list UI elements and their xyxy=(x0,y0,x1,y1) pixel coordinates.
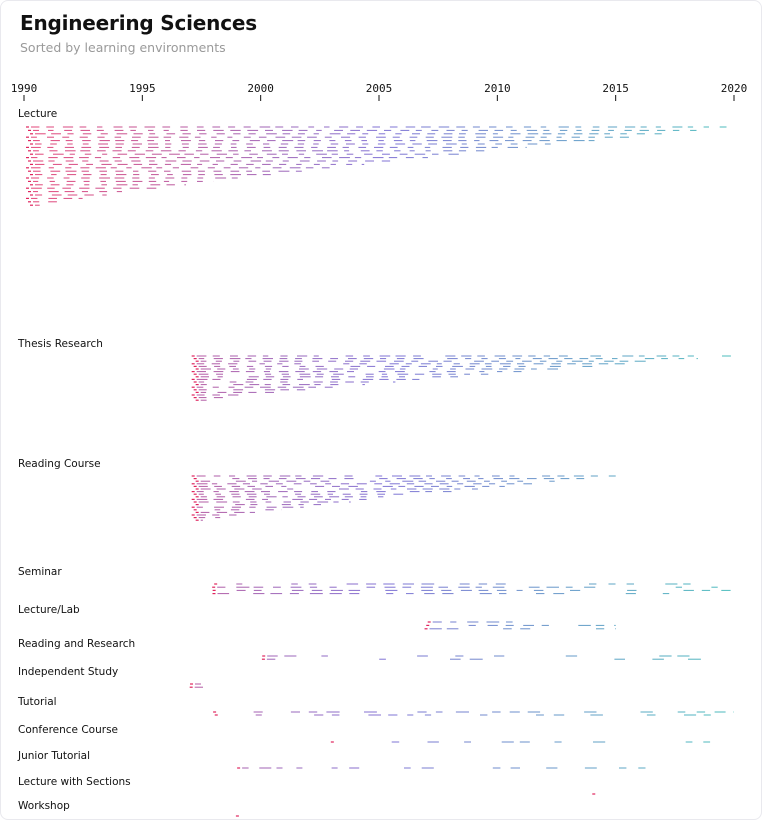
x-tick-label: 2015 xyxy=(602,82,629,95)
group-label: Tutorial xyxy=(17,696,57,708)
x-tick-label: 2005 xyxy=(366,82,393,95)
x-tick-label: 2010 xyxy=(484,82,511,95)
group-label: Thesis Research xyxy=(17,338,103,350)
group-label: Workshop xyxy=(18,800,70,812)
group-label: Lecture with Sections xyxy=(18,776,131,788)
group-label: Reading and Research xyxy=(18,638,135,650)
x-tick-label: 1990 xyxy=(11,82,38,95)
x-tick-label: 2020 xyxy=(721,82,748,95)
group-label: Lecture xyxy=(18,108,57,120)
group-label: Lecture/Lab xyxy=(18,604,80,616)
group-label: Reading Course xyxy=(18,458,101,470)
chart-subtitle: Sorted by learning environments xyxy=(20,40,226,55)
x-tick-label: 1995 xyxy=(129,82,156,95)
group-label: Conference Course xyxy=(18,724,118,736)
group-label: Junior Tutorial xyxy=(17,750,90,762)
group-label: Seminar xyxy=(18,566,62,578)
group-label: Independent Study xyxy=(18,666,118,678)
chart-title: Engineering Sciences xyxy=(20,11,257,35)
x-tick-label: 2000 xyxy=(247,82,274,95)
